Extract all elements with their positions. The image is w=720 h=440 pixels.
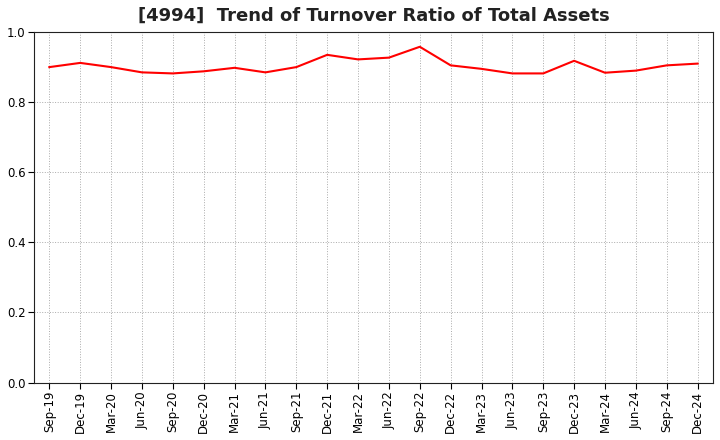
Title: [4994]  Trend of Turnover Ratio of Total Assets: [4994] Trend of Turnover Ratio of Total … — [138, 7, 609, 25]
